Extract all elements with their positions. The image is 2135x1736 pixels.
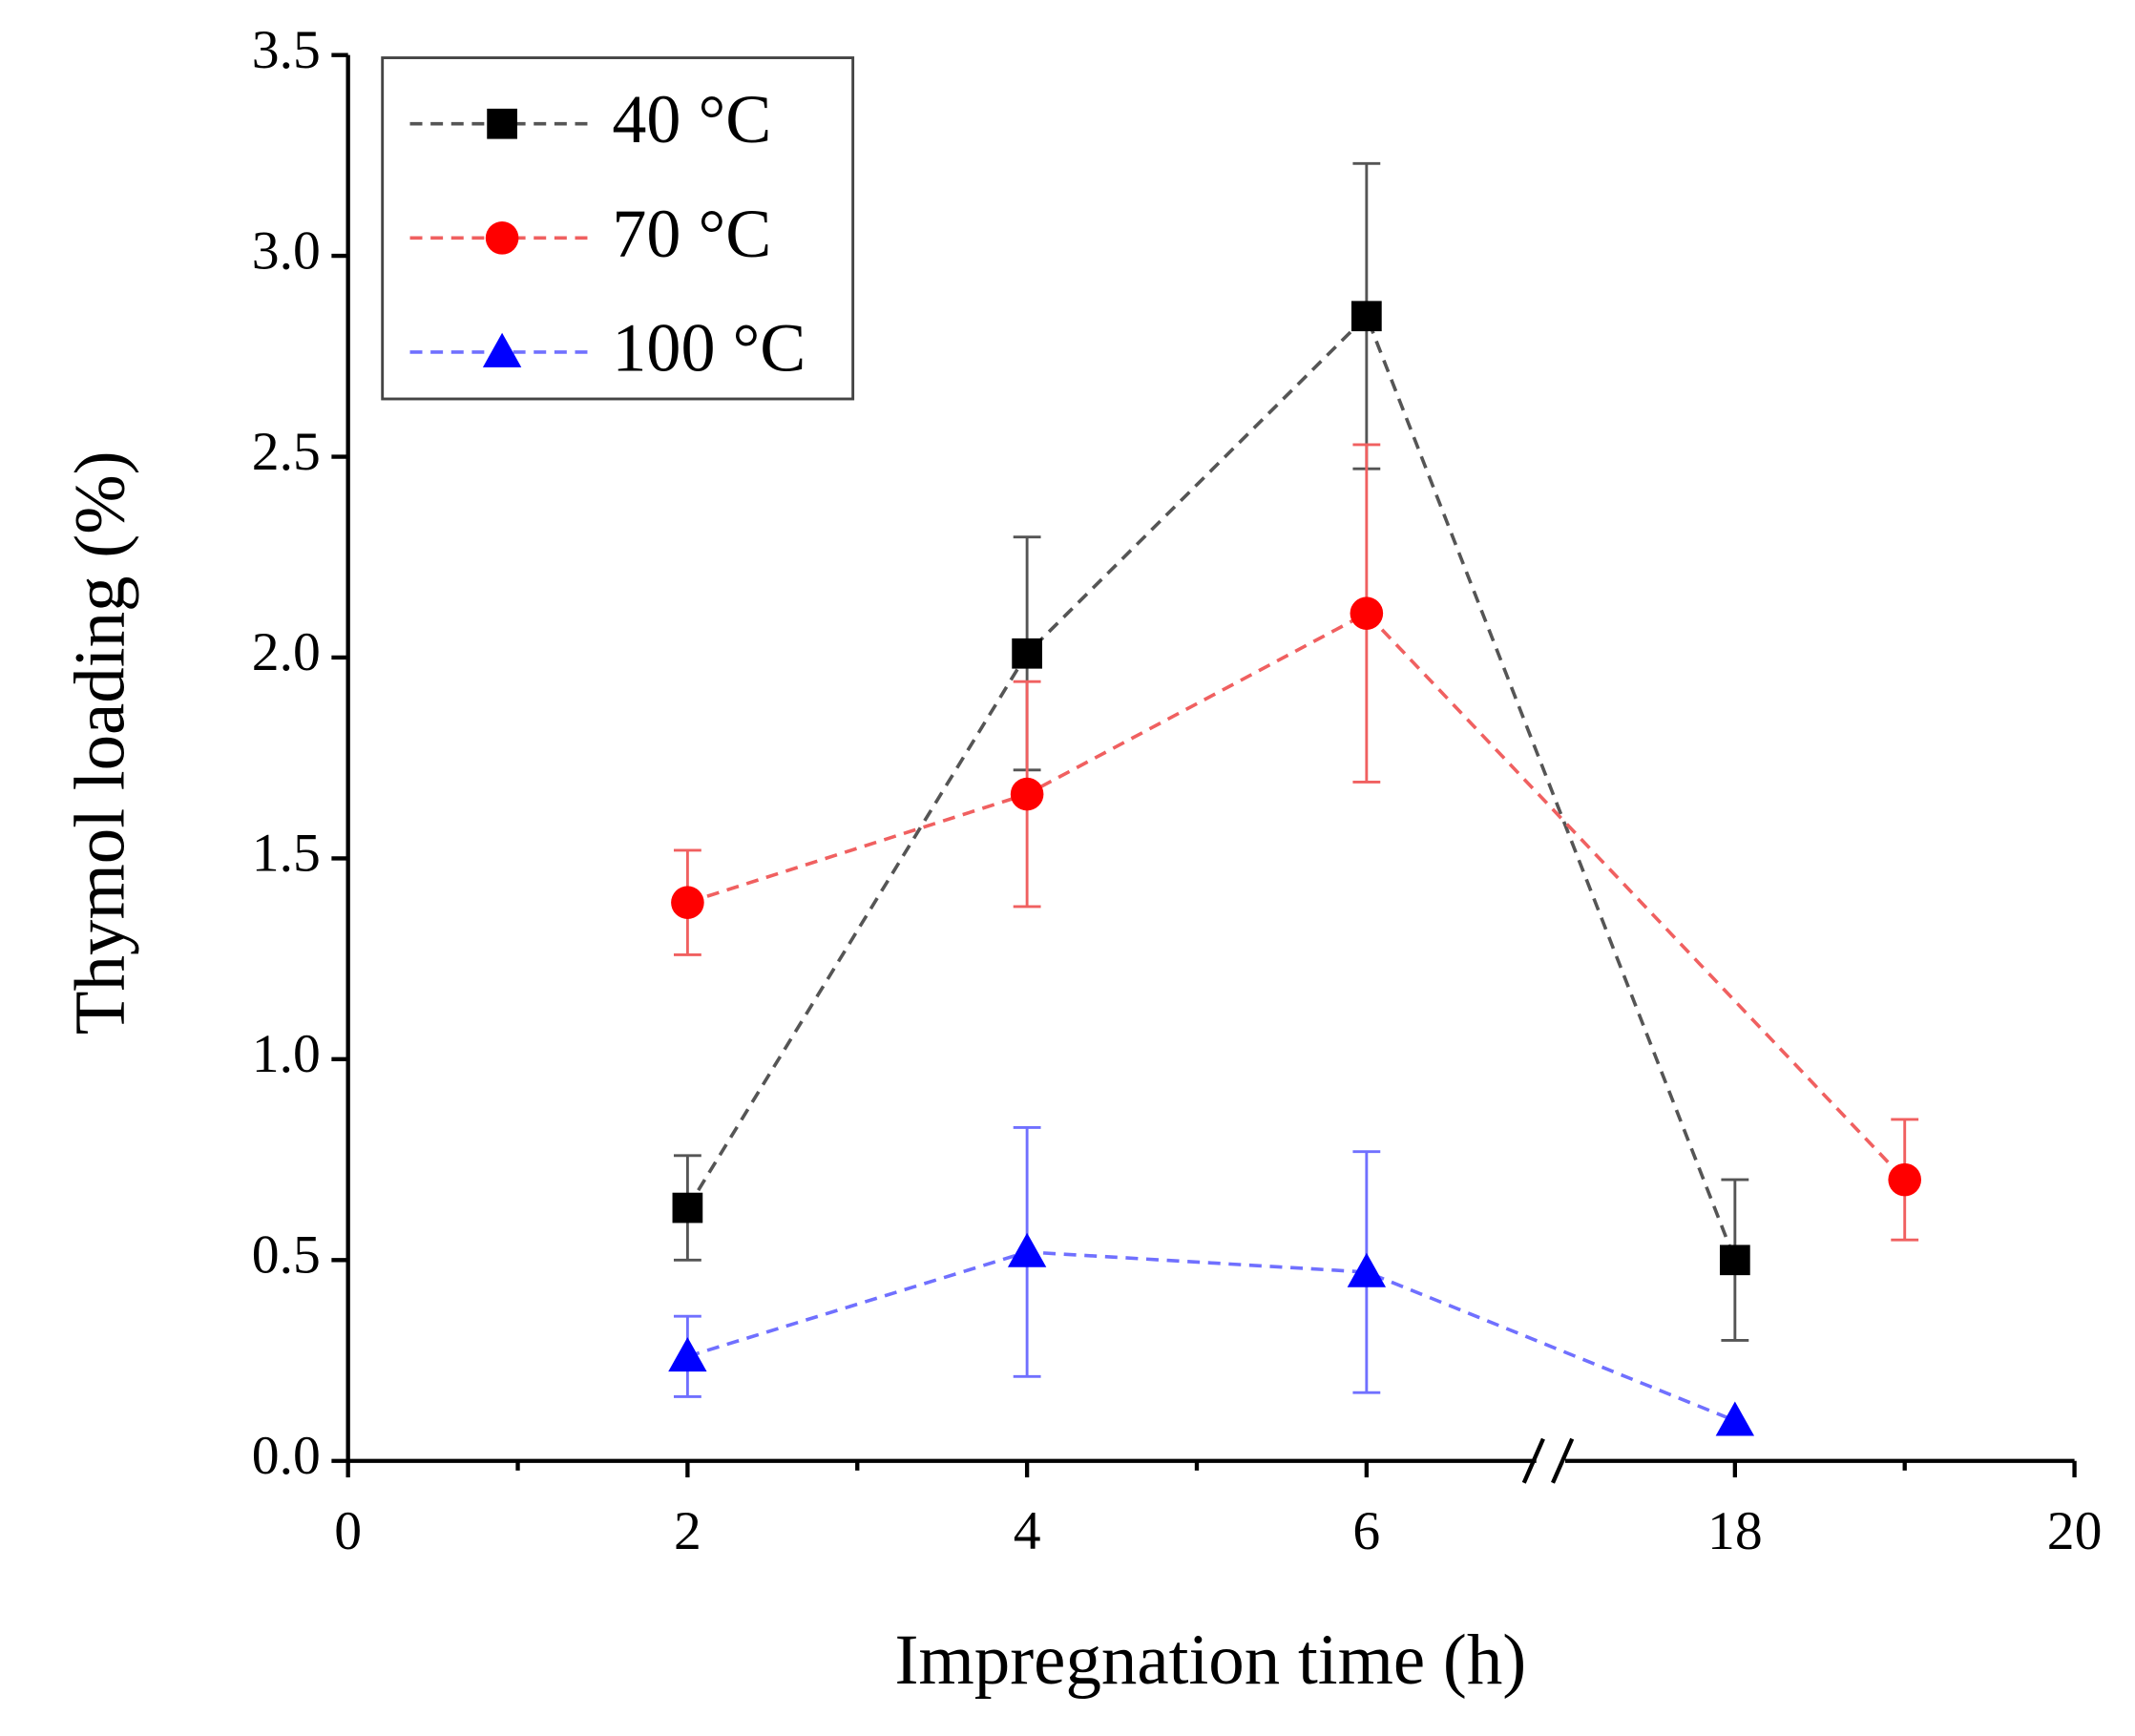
x-axis-label: Impregnation time (h): [895, 1621, 1527, 1700]
y-tick-label: 3.0: [252, 220, 321, 281]
y-tick-label: 2.5: [252, 422, 321, 482]
marker: [1347, 1252, 1387, 1287]
series-line: [686, 1250, 1736, 1423]
x-tick-label: 20: [2047, 1501, 2103, 1561]
marker: [1012, 638, 1042, 669]
marker: [1350, 301, 1382, 332]
x-tick-label: 2: [674, 1501, 701, 1561]
marker: [1719, 1244, 1750, 1276]
y-tick-label: 3.5: [252, 20, 321, 80]
y-axis-label: Thymol loading (%): [61, 450, 140, 1035]
marker: [668, 1337, 707, 1372]
marker: [1007, 1232, 1047, 1267]
series-line: [686, 611, 1907, 1182]
marker: [487, 108, 517, 139]
marker: [1350, 596, 1384, 630]
y-tick-label: 1.5: [252, 824, 321, 884]
legend-box: [381, 56, 855, 401]
x-tick-label: 18: [1707, 1501, 1763, 1561]
x-tick-label: 0: [334, 1501, 362, 1561]
legend-label: 100 °C: [612, 309, 806, 386]
y-tick-label: 0.5: [252, 1225, 321, 1286]
marker: [482, 332, 522, 367]
marker: [672, 1192, 703, 1224]
y-tick-label: 0.0: [252, 1426, 321, 1486]
axis-break: [1551, 1437, 1575, 1484]
y-tick-label: 1.0: [252, 1024, 321, 1084]
axis-break: [1521, 1437, 1545, 1484]
legend-label: 40 °C: [612, 81, 771, 157]
x-tick-label: 6: [1352, 1501, 1380, 1561]
marker: [1715, 1401, 1755, 1436]
y-tick-label: 2.0: [252, 622, 321, 682]
marker: [671, 886, 704, 920]
series-line: [685, 313, 1737, 1261]
marker: [1010, 777, 1044, 811]
marker: [485, 221, 519, 255]
marker: [1888, 1162, 1922, 1197]
x-tick-label: 4: [1014, 1501, 1041, 1561]
legend-label: 70 °C: [612, 196, 771, 272]
